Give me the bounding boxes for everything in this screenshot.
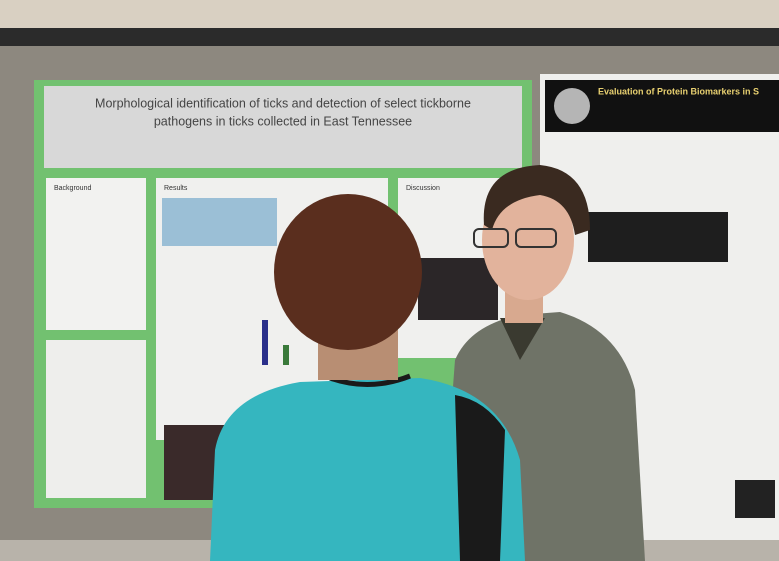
backpack-strap [455,395,505,561]
glasses [515,228,557,248]
image [418,258,498,320]
table [162,198,277,246]
collar [500,318,545,360]
panel [46,178,146,330]
chart-bar [283,345,289,365]
ceiling-wall [0,0,779,30]
section-header: Results [164,185,188,192]
hair [274,194,422,350]
board-frame [0,28,779,46]
chart-bar [262,320,268,365]
section-header: Background [54,185,91,192]
panel [46,340,146,498]
poster-title: pathogens in ticks collected in East Ten… [154,114,412,128]
logo [554,88,590,124]
poster-title: Morphological identification of ticks an… [95,96,471,110]
cyan-shirt [210,378,525,561]
face [482,180,574,300]
section-header: Discussion [406,185,440,192]
poster-header [44,86,522,168]
lanyard [329,373,411,387]
poster-title: Evaluation of Protein Biomarkers in S [598,86,759,96]
glasses [473,228,509,248]
logo [735,480,775,518]
hair [483,165,590,235]
text-box [588,212,728,262]
